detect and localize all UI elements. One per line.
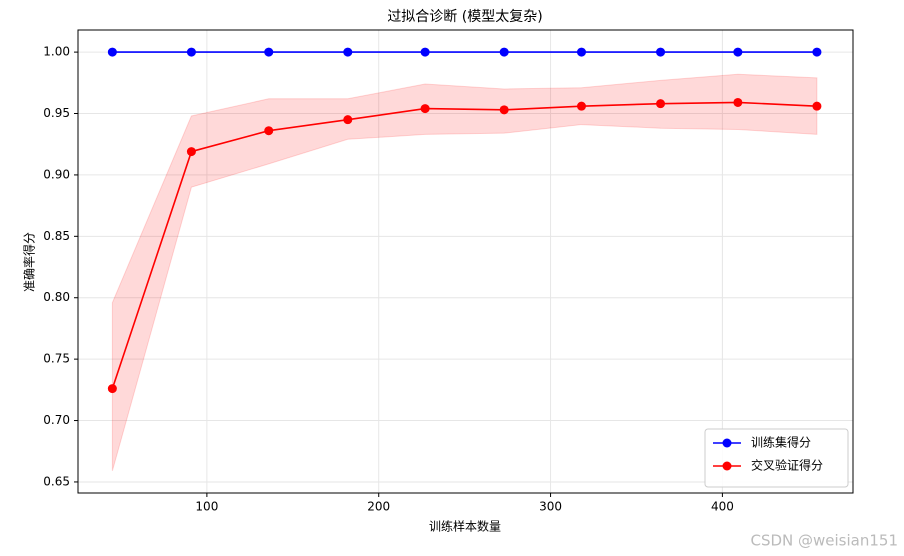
point [186,147,196,157]
y-axis-label: 准确率得分 [22,232,37,292]
point [656,99,666,109]
point [264,126,274,136]
x-tick-label: 400 [711,500,734,514]
point [107,47,117,57]
series-line [111,101,817,389]
x-axis-label: 训练样本数量 [429,519,501,534]
x-tick-label: 300 [539,500,562,514]
watermark: CSDN @weisian151 [750,532,898,550]
plot-frame [77,29,854,494]
point [343,47,353,57]
point [420,47,430,57]
y-tick-label: 1.00 [43,45,70,59]
point [733,47,743,57]
point [733,97,743,107]
point [107,384,117,394]
point [264,47,274,57]
y-tick-label: 0.75 [43,352,70,366]
legend-marker [722,461,732,471]
y-tick-label: 0.85 [43,229,70,243]
point [576,47,586,57]
y-tick-label: 0.95 [43,106,70,120]
point [499,105,509,115]
x-tick-label: 100 [195,500,218,514]
point [812,101,822,111]
y-tick-label: 0.65 [43,474,70,488]
point [186,47,196,57]
legend-marker [722,438,732,448]
point [343,115,353,125]
y-tick-label: 0.70 [43,413,70,427]
point [499,47,509,57]
chart-title: 过拟合诊断 (模型太复杂) [387,8,542,25]
y-tick-label: 0.90 [43,167,70,181]
confidence-band [111,73,818,472]
point [812,47,822,57]
point [576,101,586,111]
y-tick-label: 0.80 [43,290,70,304]
x-tick-label: 200 [367,500,390,514]
legend-label: 交叉验证得分 [751,458,823,473]
point [656,47,666,57]
legend-label: 训练集得分 [751,435,811,450]
point [420,104,430,114]
